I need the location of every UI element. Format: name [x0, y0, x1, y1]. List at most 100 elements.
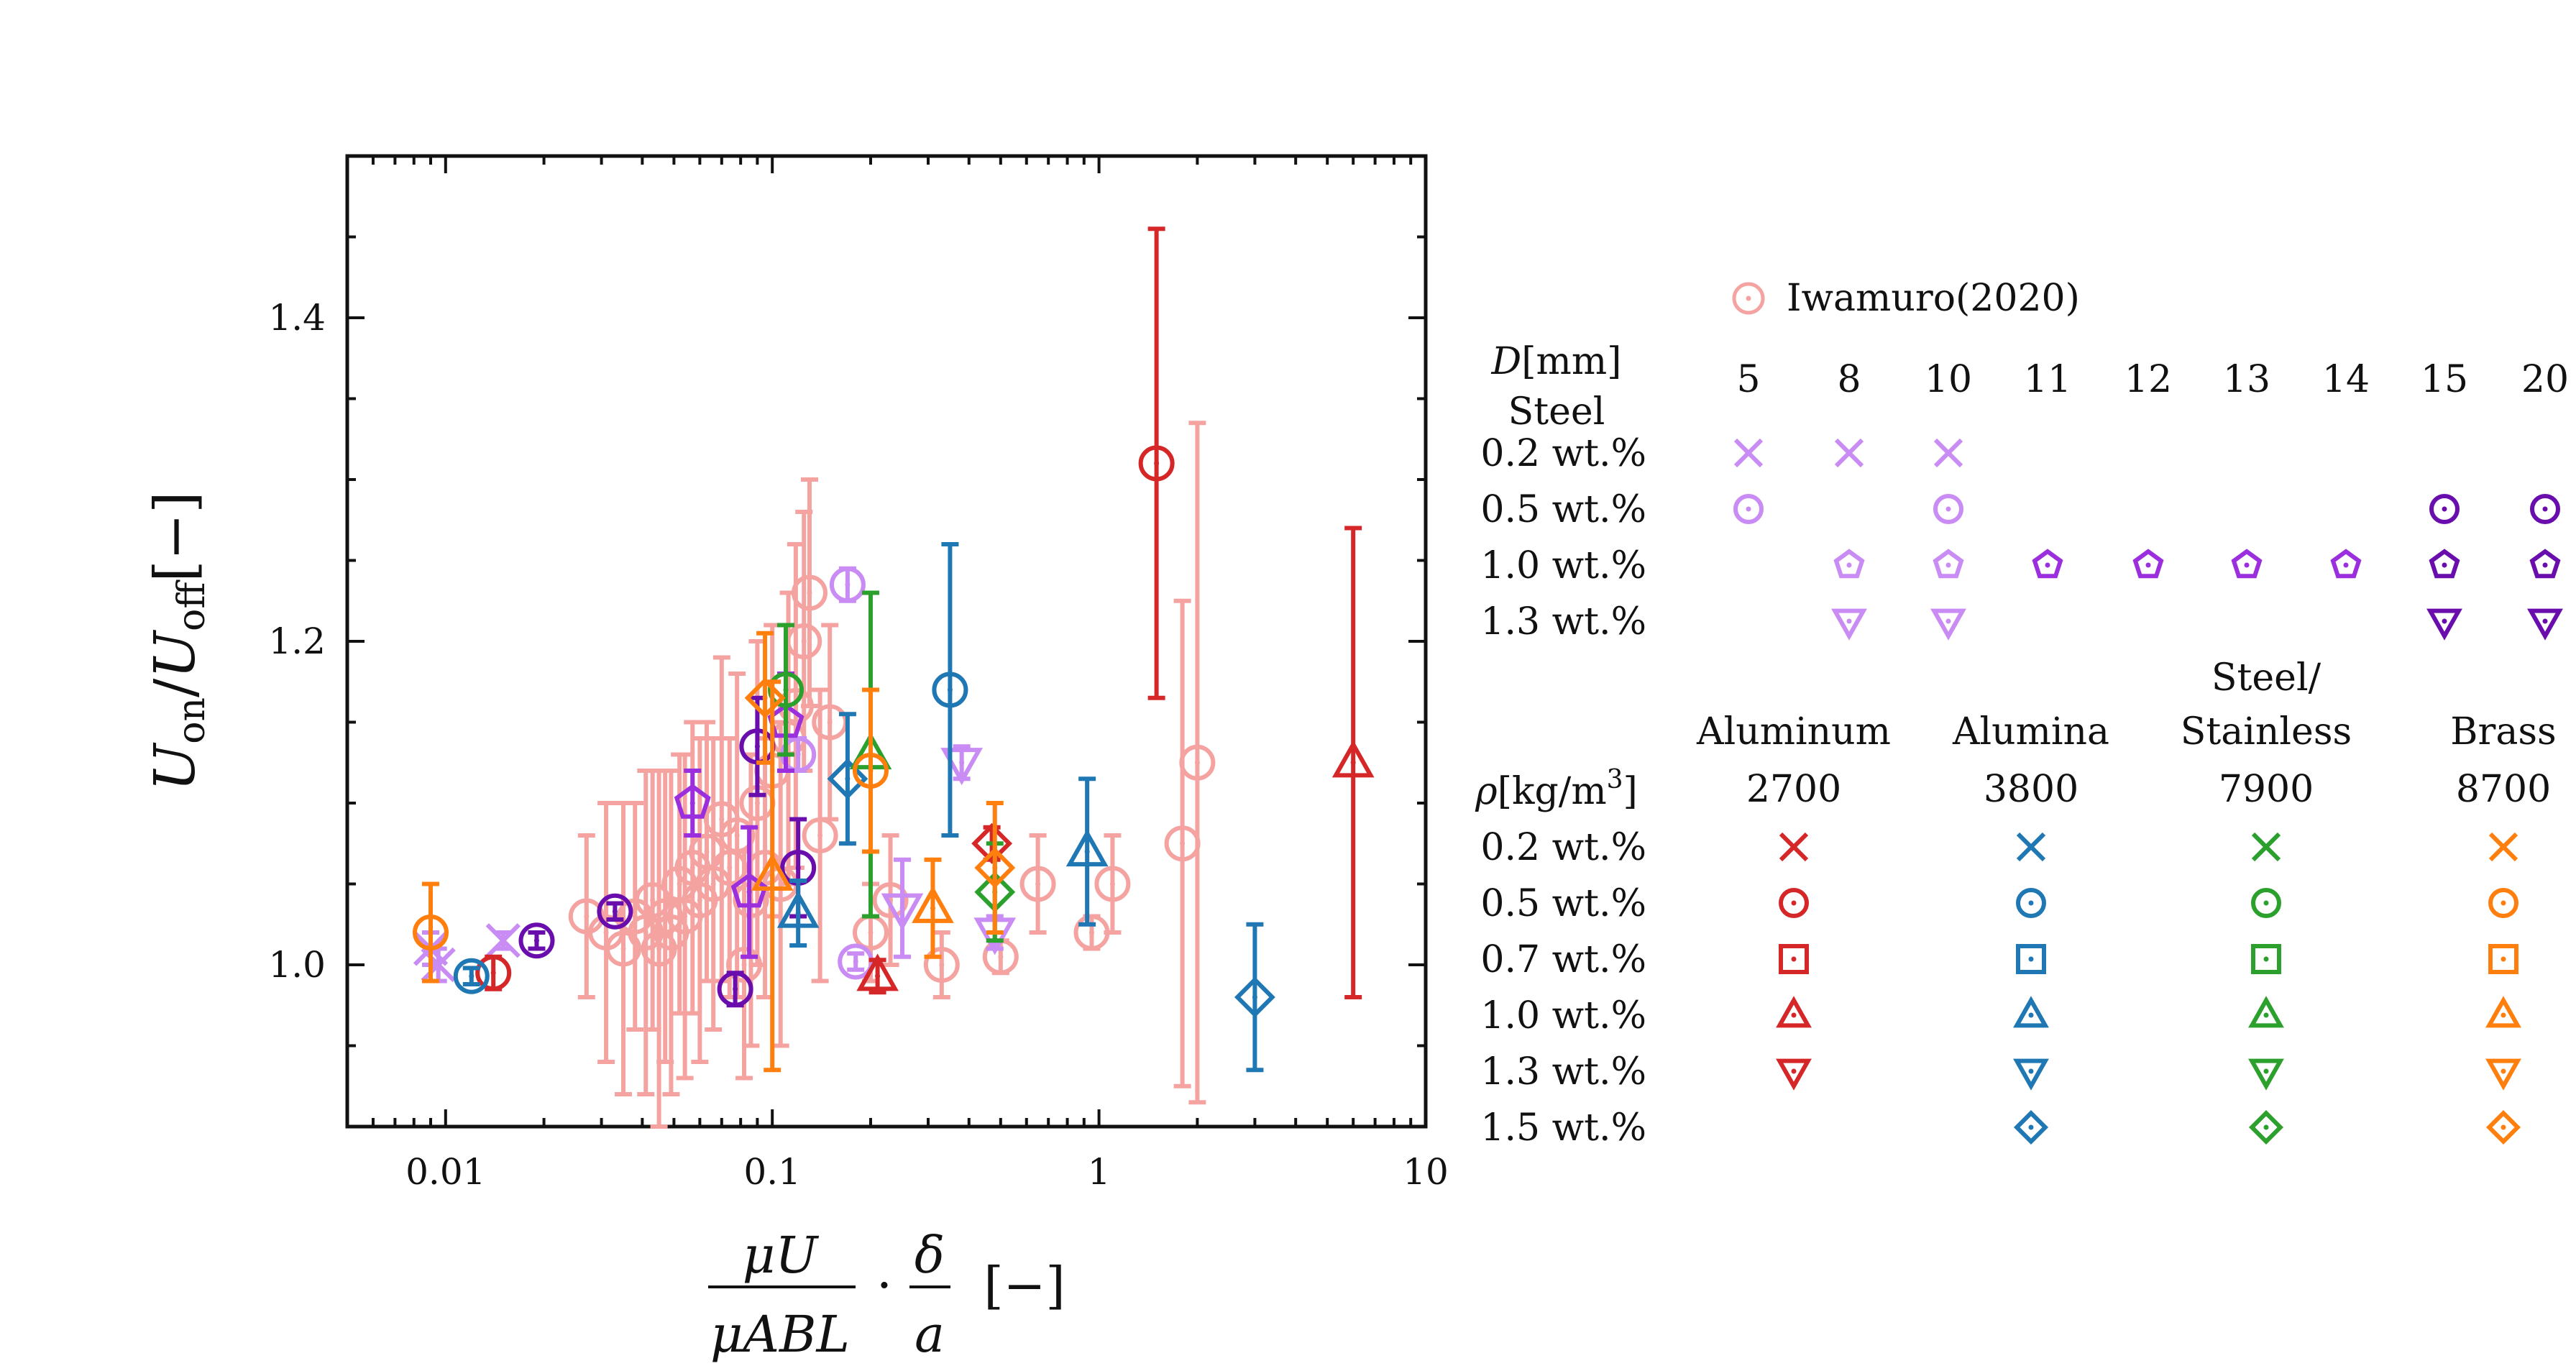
marker-circle-dot [786, 623, 822, 659]
marker-diamond [827, 758, 868, 799]
marker-circle-dot [1733, 494, 1764, 524]
data-point [730, 825, 768, 959]
marker-tri-up [912, 885, 954, 923]
rho-label: ρ[kg/m3] [1475, 765, 1638, 813]
axis-ticks [346, 155, 1427, 1128]
marker-pentagon [674, 784, 711, 819]
marker-circle-dot [2429, 494, 2460, 524]
marker-x [485, 923, 521, 958]
marker-circle-dot [1094, 866, 1131, 902]
data-point [852, 687, 889, 854]
svg-text:δ: δ [915, 1226, 945, 1285]
steel-header-d: D[mm] [1491, 340, 1622, 383]
data-point [475, 954, 512, 991]
marker-tri-down [2527, 608, 2563, 641]
marker-circle-dot [717, 971, 753, 1007]
marker-circle-dot [475, 955, 512, 991]
marker-tri-down [1930, 608, 1966, 641]
material-header: Aluminum [1696, 710, 1891, 753]
diameter-label: 13 [2223, 358, 2270, 401]
marker-circle-dot [932, 671, 968, 708]
legend-iwamuro-label: Iwamuro(2020) [1787, 277, 2080, 320]
data-point [568, 833, 605, 999]
data-point [838, 943, 874, 980]
data-point [940, 744, 983, 786]
marker-x [421, 947, 456, 983]
marker-pentagon [2429, 549, 2460, 579]
marker-square [2016, 944, 2046, 974]
data-point [974, 801, 1016, 935]
marker-tri-down [1776, 1058, 1812, 1091]
marker-circle-dot [829, 567, 866, 603]
series-aluminum [475, 226, 1375, 999]
material-row-label: 1.3 wt.% [1480, 1050, 1646, 1094]
data-point [802, 687, 838, 984]
diameter-label: 11 [2024, 358, 2071, 401]
marker-pentagon [2529, 549, 2561, 579]
marker-tri-up [2013, 996, 2049, 1028]
diameter-label: 10 [1925, 358, 1972, 401]
marker-circle-dot [2530, 494, 2560, 524]
material-header: Brass [2450, 710, 2556, 753]
marker-tri-up [2248, 996, 2284, 1028]
data-point [1164, 598, 1201, 1088]
y-tick-label: 1.2 [268, 620, 326, 662]
x-tick-label: 0.01 [405, 1151, 485, 1193]
data-point [1065, 776, 1109, 927]
marker-x [2251, 832, 2281, 862]
svg-text:Uon/Uoff[−]: Uon/Uoff[−] [143, 491, 214, 791]
steel-row-label: 0.2 wt.% [1480, 432, 1646, 475]
diameter-label: 14 [2322, 358, 2370, 401]
material-row-label: 0.5 wt.% [1480, 882, 1646, 925]
marker-circle-dot [2251, 888, 2281, 918]
marker-circle-dot [923, 947, 960, 983]
marker-pentagon [1933, 549, 1964, 579]
data-point [717, 971, 753, 1008]
marker-tri-down [1831, 608, 1867, 641]
data-point [485, 923, 521, 958]
data-point [856, 953, 899, 995]
data-point [827, 712, 868, 846]
marker-tri-up [751, 853, 794, 891]
marker-tri-up [776, 890, 820, 928]
data-point [518, 922, 555, 959]
marker-circle-dot [518, 922, 555, 959]
marker-diamond [974, 847, 1016, 889]
steel-legend-marks [1733, 438, 2563, 641]
svg-text:μU: μU [743, 1226, 819, 1285]
data-point [768, 623, 805, 757]
marker-tri-down [940, 748, 983, 786]
y-tick-label: 1.4 [268, 297, 326, 339]
data-point [453, 958, 490, 994]
marker-circle-dot [1779, 888, 1809, 918]
data-point [881, 857, 924, 959]
marker-tri-down [2248, 1058, 2284, 1091]
marker-pentagon [2330, 549, 2362, 579]
marker-circle-dot [802, 817, 838, 853]
steel-row-label: 0.5 wt.% [1480, 488, 1646, 531]
data-point [1331, 526, 1375, 999]
marker-circle-dot [453, 958, 490, 994]
steel-row-label: 1.3 wt.% [1480, 600, 1646, 643]
material-headers: Aluminum Alumina Steel/Brass Stainless 2700 3… [1696, 656, 2557, 811]
marker-diamond [744, 677, 786, 719]
marker-tri-up [2485, 996, 2521, 1028]
density-label: 2700 [1746, 768, 1841, 811]
marker-diamond [2485, 1109, 2521, 1145]
data-point [1019, 833, 1056, 935]
marker-x [2016, 832, 2046, 862]
marker-tri-down [2013, 1058, 2049, 1091]
diameter-label: 8 [1837, 358, 1861, 401]
svg-text:[−]: [−] [984, 1256, 1065, 1315]
marker-circle-dot [852, 753, 889, 789]
marker-x [1834, 438, 1864, 468]
diameter-label: 20 [2521, 358, 2569, 401]
marker-square [1779, 944, 1809, 974]
steel-header-steel: Steel [1508, 390, 1605, 434]
y-tick-label: 1.0 [268, 944, 326, 986]
data-point [1234, 922, 1275, 1073]
material-row-label: 1.0 wt.% [1480, 994, 1646, 1037]
marker-x [2488, 832, 2518, 862]
legend: Iwamuro(2020) D[mm] Steel 5 8 10 11 12 13 14 15… [1475, 277, 2569, 1150]
